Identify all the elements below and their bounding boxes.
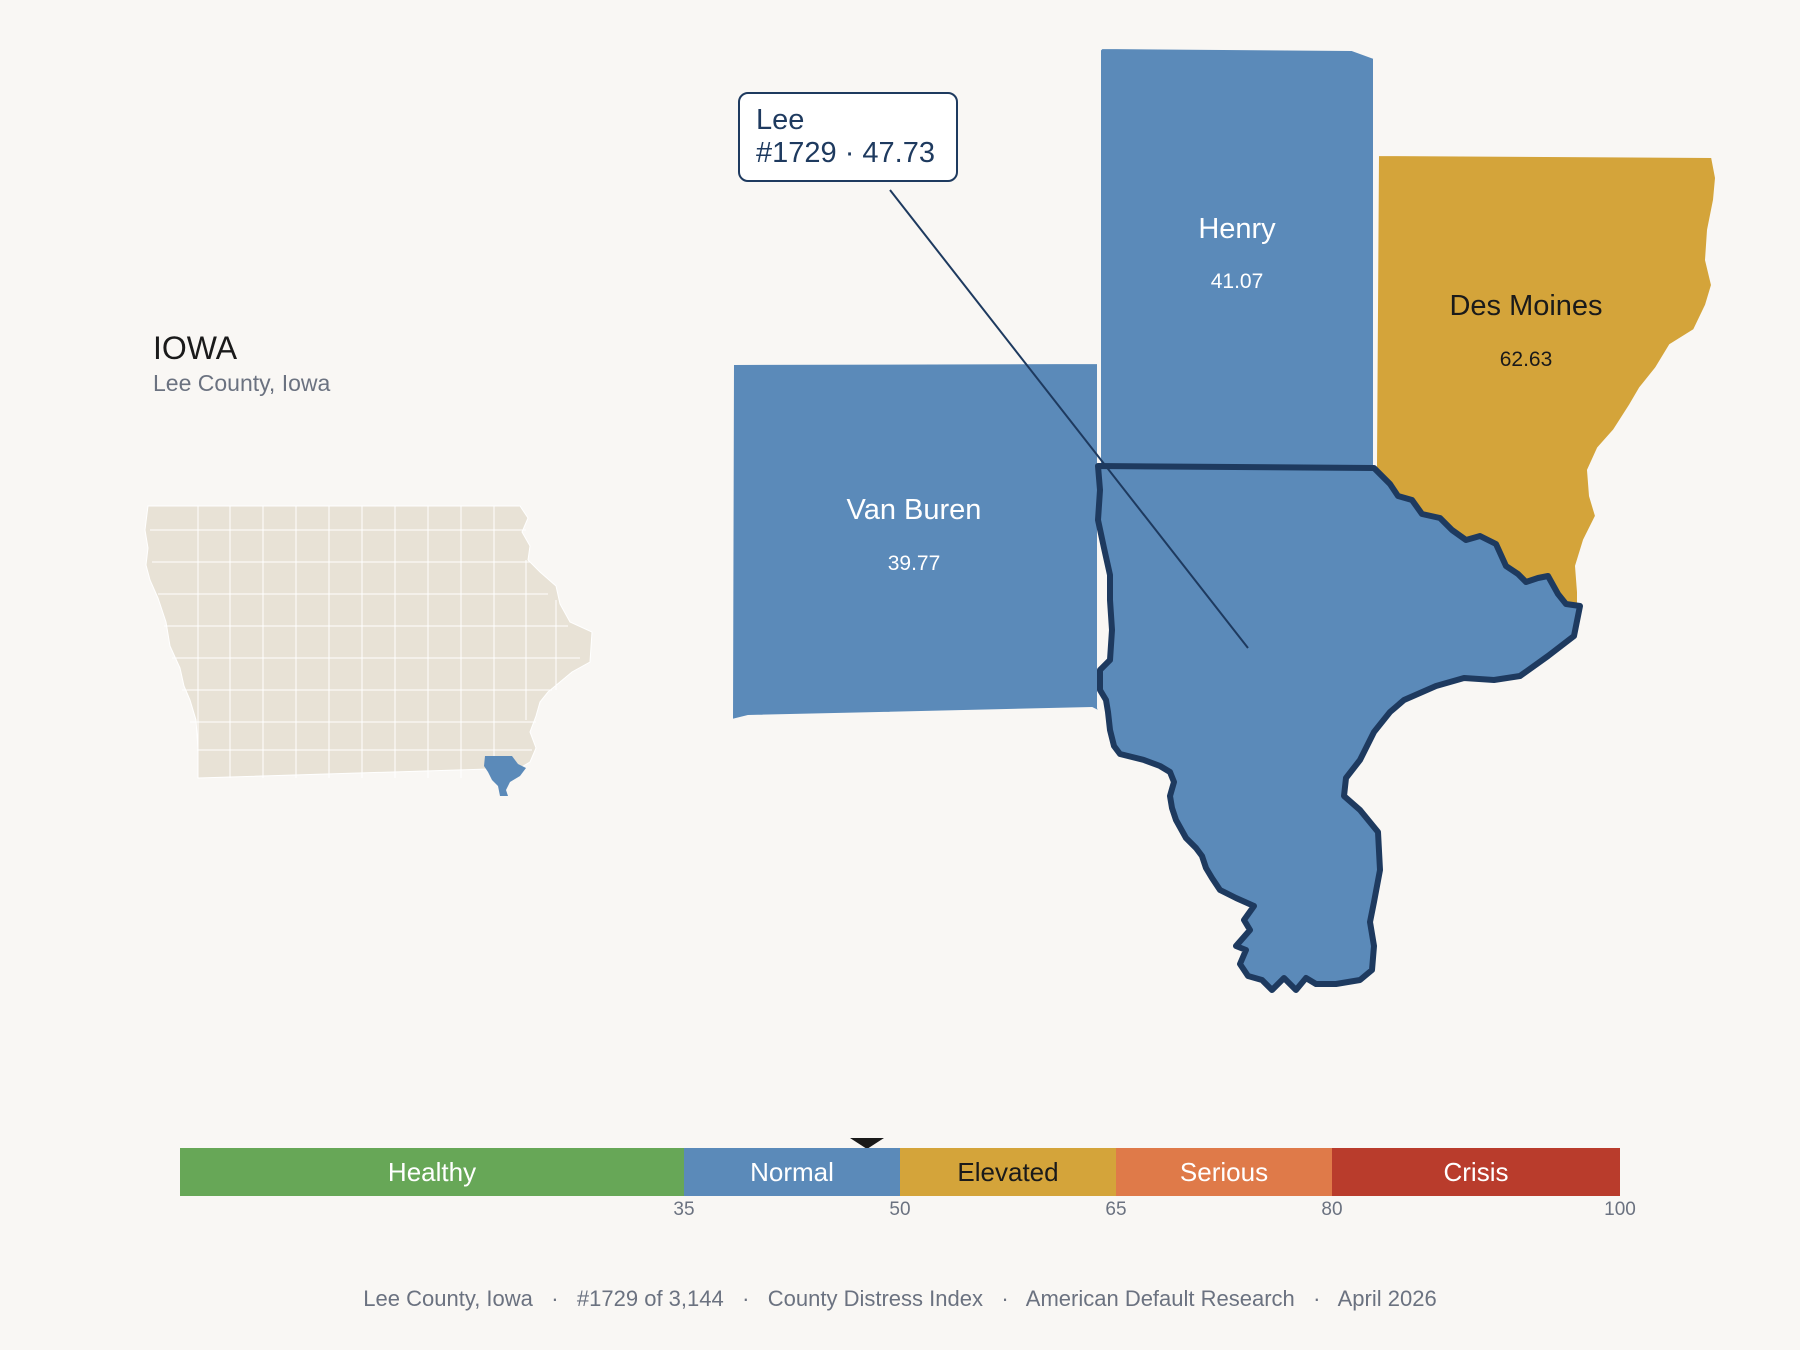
tooltip-leader-line: [889, 189, 1249, 649]
county-value-van-buren: 39.77: [888, 552, 941, 575]
county-lee[interactable]: [1095, 463, 1583, 993]
footer-separator: ·: [989, 1286, 1021, 1311]
scale-segment-normal: Normal: [684, 1148, 900, 1196]
footer-index: County Distress Index: [767, 1286, 983, 1311]
scale-segment-crisis: Crisis: [1332, 1148, 1620, 1196]
scale-segment-serious: Serious: [1116, 1148, 1332, 1196]
county-tooltip: Lee #1729 · 47.73: [738, 92, 958, 182]
scale-tick-65: 65: [1105, 1199, 1127, 1220]
footer-separator: ·: [539, 1286, 571, 1311]
scale-segment-healthy: Healthy: [180, 1148, 684, 1196]
county-label-des-moines: Des Moines: [1449, 290, 1602, 322]
state-subtitle: Lee County, Iowa: [153, 370, 331, 396]
footer-separator: ·: [1300, 1286, 1333, 1311]
footer-caption: Lee County, Iowa · #1729 of 3,144 · Coun…: [0, 1286, 1800, 1312]
county-value-des-moines: 62.63: [1500, 348, 1553, 371]
footer-separator: ·: [729, 1286, 762, 1311]
scale-tick-50: 50: [889, 1199, 911, 1220]
state-title: IOWA: [153, 330, 238, 366]
footer-source: American Default Research: [1025, 1286, 1295, 1311]
scale-tick-80: 80: [1321, 1199, 1343, 1220]
tooltip-rank-score: #1729 · 47.73: [756, 137, 935, 169]
county-van-buren[interactable]: [730, 361, 1103, 722]
county-label-henry: Henry: [1198, 213, 1276, 245]
iowa-locator-map: [144, 505, 593, 796]
scale-tick-35: 35: [673, 1199, 695, 1220]
iowa-state-shape: [144, 505, 593, 779]
iowa-county-grid: [150, 506, 580, 778]
county-value-henry: 41.07: [1211, 270, 1264, 293]
footer-rank: #1729 of 3,144: [576, 1286, 724, 1311]
footer-county: Lee County, Iowa: [363, 1286, 533, 1311]
distress-scale-bar: Healthy Normal Elevated Serious Crisis: [180, 1148, 1620, 1196]
footer-date: April 2026: [1337, 1286, 1437, 1311]
county-henry[interactable]: [1099, 46, 1375, 470]
score-marker-icon: [850, 1138, 885, 1149]
scale-segment-elevated: Elevated: [900, 1148, 1116, 1196]
iowa-locator-lee-highlight: [484, 756, 526, 796]
scale-tick-100: 100: [1604, 1199, 1636, 1220]
tooltip-county-name: Lee: [756, 104, 805, 136]
county-label-van-buren: Van Buren: [847, 494, 982, 526]
county-map: Henry 41.07 Des Moines 62.63 Van Buren 3…: [730, 46, 1718, 993]
